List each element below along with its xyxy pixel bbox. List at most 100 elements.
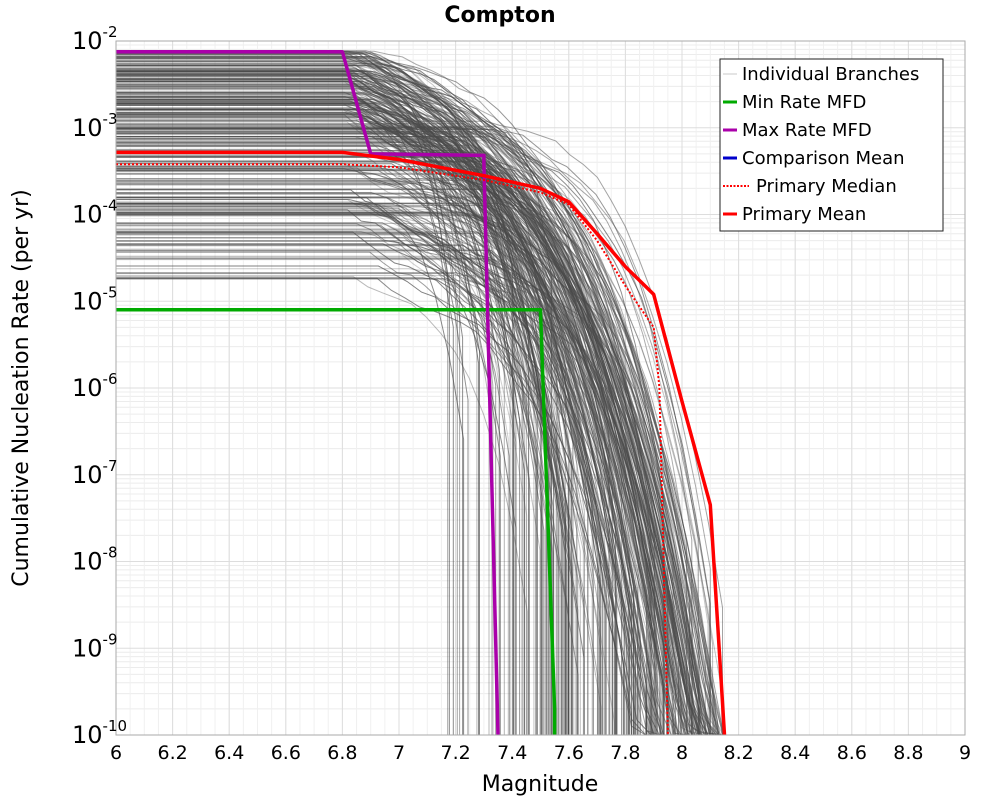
legend: Individual Branches Min Rate MFD Max Rate … [719, 58, 944, 232]
branch-line [116, 64, 566, 735]
branch-line [116, 142, 663, 735]
branch-line [116, 131, 606, 735]
branch-line [116, 197, 660, 736]
branch-line [116, 53, 633, 735]
branch-line [116, 64, 659, 735]
legend-label: Primary Mean [742, 204, 866, 225]
y-tick-label: 10-8 [72, 544, 118, 576]
min-rate-mfd-line [116, 307, 557, 735]
x-tick-label: 6.2 [157, 742, 187, 764]
branch-line [116, 67, 464, 735]
x-tick-label: 8.8 [893, 742, 923, 764]
branch-line [116, 80, 690, 736]
branch-line [116, 232, 716, 735]
branch-line [116, 127, 725, 736]
branch-line [116, 133, 693, 735]
branch-line [116, 275, 517, 735]
x-tick-label: 7.4 [497, 742, 527, 764]
branch-line [116, 58, 720, 736]
branch-line [116, 229, 603, 735]
x-tick-label: 8.4 [780, 742, 810, 764]
x-tick-label: 6.4 [214, 742, 244, 764]
branch-line [116, 136, 505, 735]
branch-line [116, 148, 654, 735]
legend-label: Individual Branches [742, 64, 919, 85]
legend-label: Primary Median [756, 176, 897, 197]
branch-line [116, 156, 669, 735]
y-tick-label: 10-10 [72, 717, 127, 749]
branch-line [116, 196, 558, 735]
branch-line [116, 114, 554, 735]
branch-line [116, 79, 700, 735]
legend-box [719, 58, 944, 232]
plot-area [115, 40, 966, 736]
branch-line [116, 277, 579, 735]
branch-line [116, 56, 641, 735]
branch-line [116, 71, 526, 735]
branch-line [116, 111, 613, 735]
branch-line [116, 244, 600, 735]
x-tick-label: 9 [959, 742, 971, 764]
x-tick-label: 7.6 [554, 742, 584, 764]
branch-line [116, 243, 678, 736]
branch-line [116, 52, 681, 735]
branch-line [116, 124, 696, 736]
x-tick-label: 7.2 [440, 742, 470, 764]
branch-line [116, 109, 647, 735]
branch-line [116, 240, 629, 735]
branch-line [116, 51, 661, 735]
branch-line [116, 213, 645, 736]
branch-line [116, 115, 666, 736]
max-rate-mfd-line [116, 50, 500, 736]
branch-line [116, 211, 570, 735]
branch-line [116, 170, 538, 735]
y-tick-label: 10-3 [72, 110, 118, 142]
branch-line [116, 69, 637, 735]
branch-line [116, 184, 674, 736]
branch-line [116, 212, 635, 735]
branch-line [116, 193, 601, 735]
branch-line [116, 276, 528, 735]
x-tick-label: 8.2 [723, 742, 753, 764]
branch-line [116, 94, 594, 735]
legend-label: Max Rate MFD [742, 120, 872, 141]
branch-line [116, 251, 706, 736]
y-tick-label: 10-9 [72, 630, 118, 662]
branch-line [116, 116, 718, 736]
x-tick-label: 7 [393, 742, 405, 764]
branch-line [116, 68, 554, 735]
branch-line [116, 80, 701, 736]
branch-line [116, 127, 664, 735]
branch-line [116, 203, 528, 735]
branch-line [116, 172, 653, 735]
branch-line [116, 167, 509, 735]
branch-line [116, 139, 709, 735]
branch-line [116, 99, 717, 736]
chart-title: Compton [444, 3, 555, 28]
branch-line [116, 70, 638, 735]
branch-line [116, 56, 630, 735]
x-tick-label: 6.6 [271, 742, 301, 764]
branch-line [116, 65, 724, 736]
branch-line [116, 141, 521, 735]
branch-line [116, 100, 647, 735]
branch-line [116, 231, 602, 735]
branch-line [116, 54, 458, 735]
branch-line [116, 206, 680, 736]
branch-line [116, 53, 721, 736]
branch-line [116, 113, 675, 736]
y-tick-label: 10-7 [72, 457, 118, 489]
branch-line [116, 192, 632, 735]
branch-line [116, 103, 658, 735]
branch-line [116, 199, 465, 735]
branch-line [116, 79, 494, 735]
branch-line [116, 188, 691, 735]
branch-line [116, 111, 724, 736]
y-axis-label: Cumulative Nucleation Rate (per yr) [9, 189, 34, 587]
branch-line [116, 104, 478, 735]
y-tick-label: 10-5 [72, 283, 118, 315]
y-tick-label: 10-2 [72, 23, 118, 55]
branch-line [116, 125, 699, 735]
branch-line [116, 56, 668, 735]
